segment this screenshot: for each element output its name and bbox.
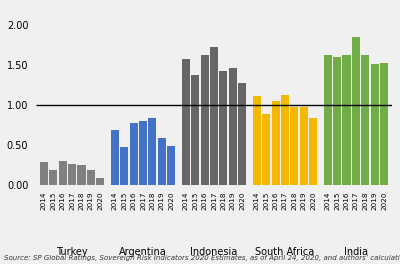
- Bar: [342, 55, 351, 185]
- Bar: [253, 96, 261, 185]
- Bar: [361, 55, 370, 185]
- Text: Source: SP Global Ratings, Sovereign Risk Indicators 2020 Estimates, as of April: Source: SP Global Ratings, Sovereign Ris…: [4, 255, 400, 261]
- Bar: [191, 75, 200, 185]
- Bar: [210, 48, 218, 185]
- Bar: [77, 165, 86, 185]
- Bar: [352, 37, 360, 185]
- Bar: [324, 55, 332, 185]
- Bar: [219, 72, 228, 185]
- Bar: [238, 83, 246, 185]
- Bar: [290, 107, 298, 185]
- Bar: [380, 63, 388, 185]
- Bar: [228, 68, 237, 185]
- Bar: [40, 162, 48, 185]
- Bar: [300, 107, 308, 185]
- Bar: [111, 130, 119, 185]
- Bar: [87, 170, 95, 185]
- Bar: [130, 123, 138, 185]
- Bar: [167, 147, 175, 185]
- Bar: [182, 59, 190, 185]
- Bar: [370, 64, 379, 185]
- Bar: [139, 121, 147, 185]
- Bar: [120, 147, 128, 185]
- Bar: [333, 57, 341, 185]
- Bar: [68, 164, 76, 185]
- Text: South Africa: South Africa: [255, 247, 315, 257]
- Bar: [49, 170, 58, 185]
- Bar: [262, 114, 270, 185]
- Text: Indonesia: Indonesia: [190, 247, 238, 257]
- Bar: [281, 95, 289, 185]
- Bar: [309, 118, 317, 185]
- Text: Turkey: Turkey: [56, 247, 88, 257]
- Text: Argentina: Argentina: [119, 247, 167, 257]
- Bar: [200, 55, 209, 185]
- Bar: [148, 118, 156, 185]
- Bar: [272, 101, 280, 185]
- Text: India: India: [344, 247, 368, 257]
- Bar: [158, 139, 166, 185]
- Bar: [58, 161, 67, 185]
- Bar: [96, 178, 104, 185]
